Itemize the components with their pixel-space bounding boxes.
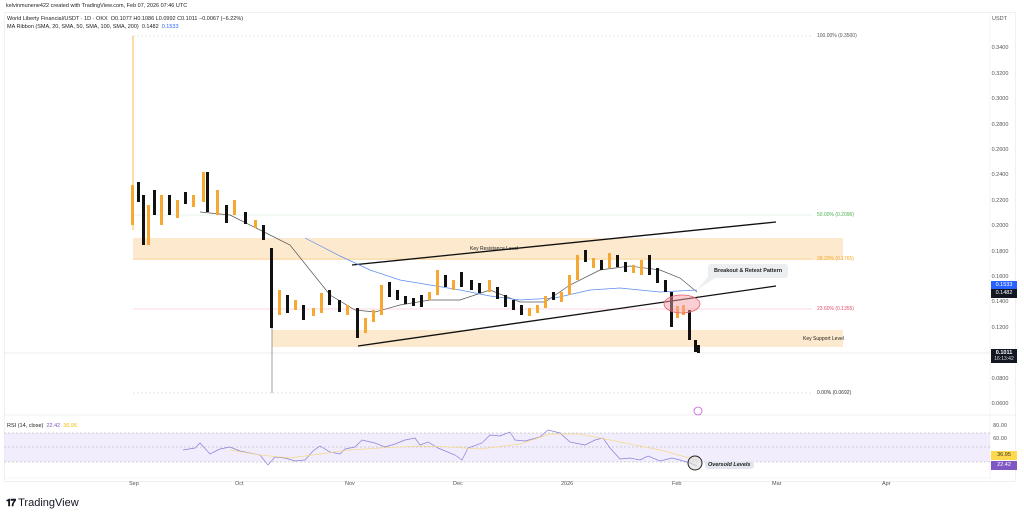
bar-countdown: 16:13:42: [994, 356, 1014, 362]
time-tick: Nov: [345, 481, 355, 487]
time-tick: 2026: [561, 481, 574, 487]
price-tick: 0.0600: [991, 401, 1009, 407]
rsi-ma-tag: 36.95: [991, 451, 1017, 460]
fib-50-label: 50.00% (0.2096): [817, 212, 854, 218]
price-tick: 0.2200: [991, 198, 1009, 204]
brand-name: TradingView: [18, 497, 79, 509]
rsi-tick-80: 80.00: [993, 423, 1007, 429]
price-tick: 0.1400: [991, 299, 1009, 305]
price-tick: 0.1800: [991, 249, 1009, 255]
last-price-tag: 0.1011 16:13:42: [991, 349, 1017, 363]
resistance-label: Key Resistance Level: [470, 246, 519, 252]
price-tick: 0.3200: [991, 71, 1009, 77]
resistance-zone: [133, 238, 843, 260]
ma-ribbon-label: MA Ribbon (SMA, 20, SMA, 50, SMA, 100, S…: [7, 24, 139, 30]
ma-value-1: 0.1482: [141, 24, 159, 30]
time-tick: Mar: [772, 481, 782, 487]
tradingview-logo[interactable]: 𝟏𝟕 TradingView: [6, 497, 79, 509]
time-tick: Feb: [672, 481, 682, 487]
time-tick: Oct: [235, 481, 244, 487]
rsi-legend[interactable]: RSI (14, close) 22.42 36.95: [7, 423, 77, 429]
tradingview-mark-icon: 𝟏𝟕: [6, 497, 16, 509]
last-price: 0.1011: [995, 350, 1013, 356]
fib-382-label: 38.20% (0.1765): [817, 256, 854, 262]
symbol-name: World Liberty Financial/USDT · 1D · OKX: [7, 16, 108, 22]
rsi-label: RSI (14, close): [7, 423, 44, 429]
sma20-price-tag: 0.1482: [991, 289, 1017, 298]
ohlc-values: O0.1077 H0.1086 L0.0992 C0.1011 −0.0067 …: [110, 16, 244, 22]
rsi-value: 22.42: [46, 423, 61, 429]
symbol-legend[interactable]: World Liberty Financial/USDT · 1D · OKX …: [7, 16, 243, 22]
price-tick: 0.1600: [991, 274, 1009, 280]
price-tick: 0.2000: [991, 223, 1009, 229]
support-label: Key Support Level: [803, 336, 844, 342]
price-tick: 0.1200: [991, 325, 1009, 331]
price-tick: 0.2800: [991, 122, 1009, 128]
fib-0-label: 0.00% (0.0692): [817, 390, 852, 396]
time-tick: Sep: [129, 481, 139, 487]
ma-ribbon-legend[interactable]: MA Ribbon (SMA, 20, SMA, 50, SMA, 100, S…: [7, 24, 179, 30]
fib-100-label: 100.00% (0.3500): [817, 33, 857, 39]
time-tick: Apr: [882, 481, 891, 487]
currency-label: USDT: [992, 16, 1007, 22]
price-tick: 0.2400: [991, 172, 1009, 178]
price-tick: 0.2600: [991, 147, 1009, 153]
oversold-callout: Oversold Levels: [705, 461, 754, 469]
support-zone: [272, 330, 843, 347]
price-tick: 0.3000: [991, 96, 1009, 102]
chart-frame: [4, 12, 1016, 482]
rsi-tick-60: 60.00: [993, 436, 1007, 442]
time-tick: Dec: [453, 481, 463, 487]
rsi-ma-value: 36.95: [63, 423, 78, 429]
candles: [131, 172, 700, 353]
price-tick: 0.3400: [991, 45, 1009, 51]
breakout-callout: Breakout & Retest Pattern: [708, 264, 789, 278]
price-tick: 0.0800: [991, 376, 1009, 382]
fib-236-label: 23.60% (0.1355): [817, 306, 854, 312]
chart-credit: kelvinmunene422 created with TradingView…: [6, 3, 188, 9]
ma-value-2: 0.1533: [161, 24, 179, 30]
sma50-price-tag: 0.1533: [991, 281, 1017, 290]
rsi-value-tag: 22.42: [991, 461, 1017, 470]
